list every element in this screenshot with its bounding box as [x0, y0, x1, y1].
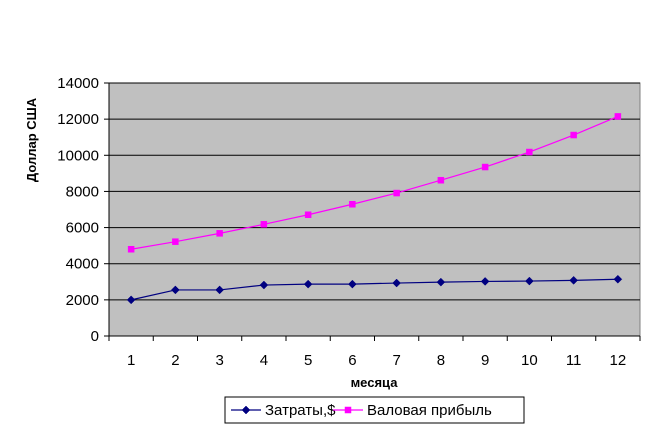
data-point [526, 148, 533, 156]
legend-marker [241, 405, 251, 415]
data-point [480, 277, 490, 286]
x-tick-label: 11 [566, 352, 582, 369]
y-axis-title: Доллар США [24, 97, 39, 182]
legend: Затраты,$ Валовая прибыль [224, 396, 525, 424]
data-point [437, 176, 445, 184]
x-tick-label: 4 [260, 352, 268, 369]
x-tick-label: 3 [215, 352, 223, 369]
data-point [260, 221, 268, 228]
legend-marker [344, 406, 352, 414]
x-tick-label: 7 [392, 352, 400, 369]
y-tick-label: 12000 [57, 111, 99, 128]
data-point [348, 279, 357, 289]
y-tick-label: 6000 [66, 220, 99, 237]
legend-item-2: Валовая прибыль [333, 402, 492, 419]
data-point [172, 238, 179, 245]
data-point [393, 189, 400, 197]
y-axis-ticks: 0 2000 4000 6000 8000 10000 12000 14000 [57, 75, 109, 345]
data-point [569, 275, 578, 285]
x-tick-label: 5 [304, 352, 312, 369]
data-point [614, 113, 622, 120]
x-tick-label: 12 [610, 352, 627, 369]
x-tick-label: 8 [437, 352, 445, 369]
data-point [481, 163, 489, 171]
x-axis-ticks: 1 2 3 4 5 6 7 8 9 10 11 12 [108, 336, 641, 369]
y-tick-label: 2000 [66, 292, 99, 309]
data-point [259, 280, 269, 290]
data-point [570, 131, 577, 139]
series-group [126, 113, 623, 305]
x-tick-label: 2 [171, 352, 179, 369]
plot-area [108, 82, 641, 337]
data-point [436, 277, 446, 287]
data-point [525, 276, 534, 286]
data-point [126, 295, 136, 305]
series-1 [126, 274, 623, 305]
x-axis-title: месяца [351, 375, 399, 390]
y-tick-label: 10000 [57, 147, 99, 164]
x-tick-label: 10 [521, 352, 538, 369]
legend-item-1: Затраты,$ [231, 402, 336, 419]
series-2 [127, 113, 622, 253]
legend-box [224, 396, 525, 424]
data-point [304, 211, 312, 218]
data-point [392, 278, 401, 288]
gridlines [109, 82, 640, 301]
data-point [613, 274, 623, 284]
x-tick-label: 1 [127, 352, 135, 369]
y-tick-label: 0 [91, 328, 99, 345]
data-point [127, 246, 135, 253]
series-line [131, 115, 619, 250]
x-tick-label: 6 [348, 352, 356, 369]
data-point [303, 279, 313, 289]
data-point [349, 201, 356, 208]
y-tick-label: 14000 [57, 75, 99, 92]
legend-label: Валовая прибыль [367, 402, 492, 419]
data-point [216, 230, 223, 237]
y-tick-label: 4000 [66, 256, 99, 273]
data-point [215, 285, 224, 295]
legend-label: Затраты,$ [265, 402, 336, 419]
data-point [171, 285, 180, 295]
series-line [130, 278, 618, 301]
y-tick-label: 8000 [66, 183, 99, 200]
x-tick-label: 9 [481, 352, 489, 369]
